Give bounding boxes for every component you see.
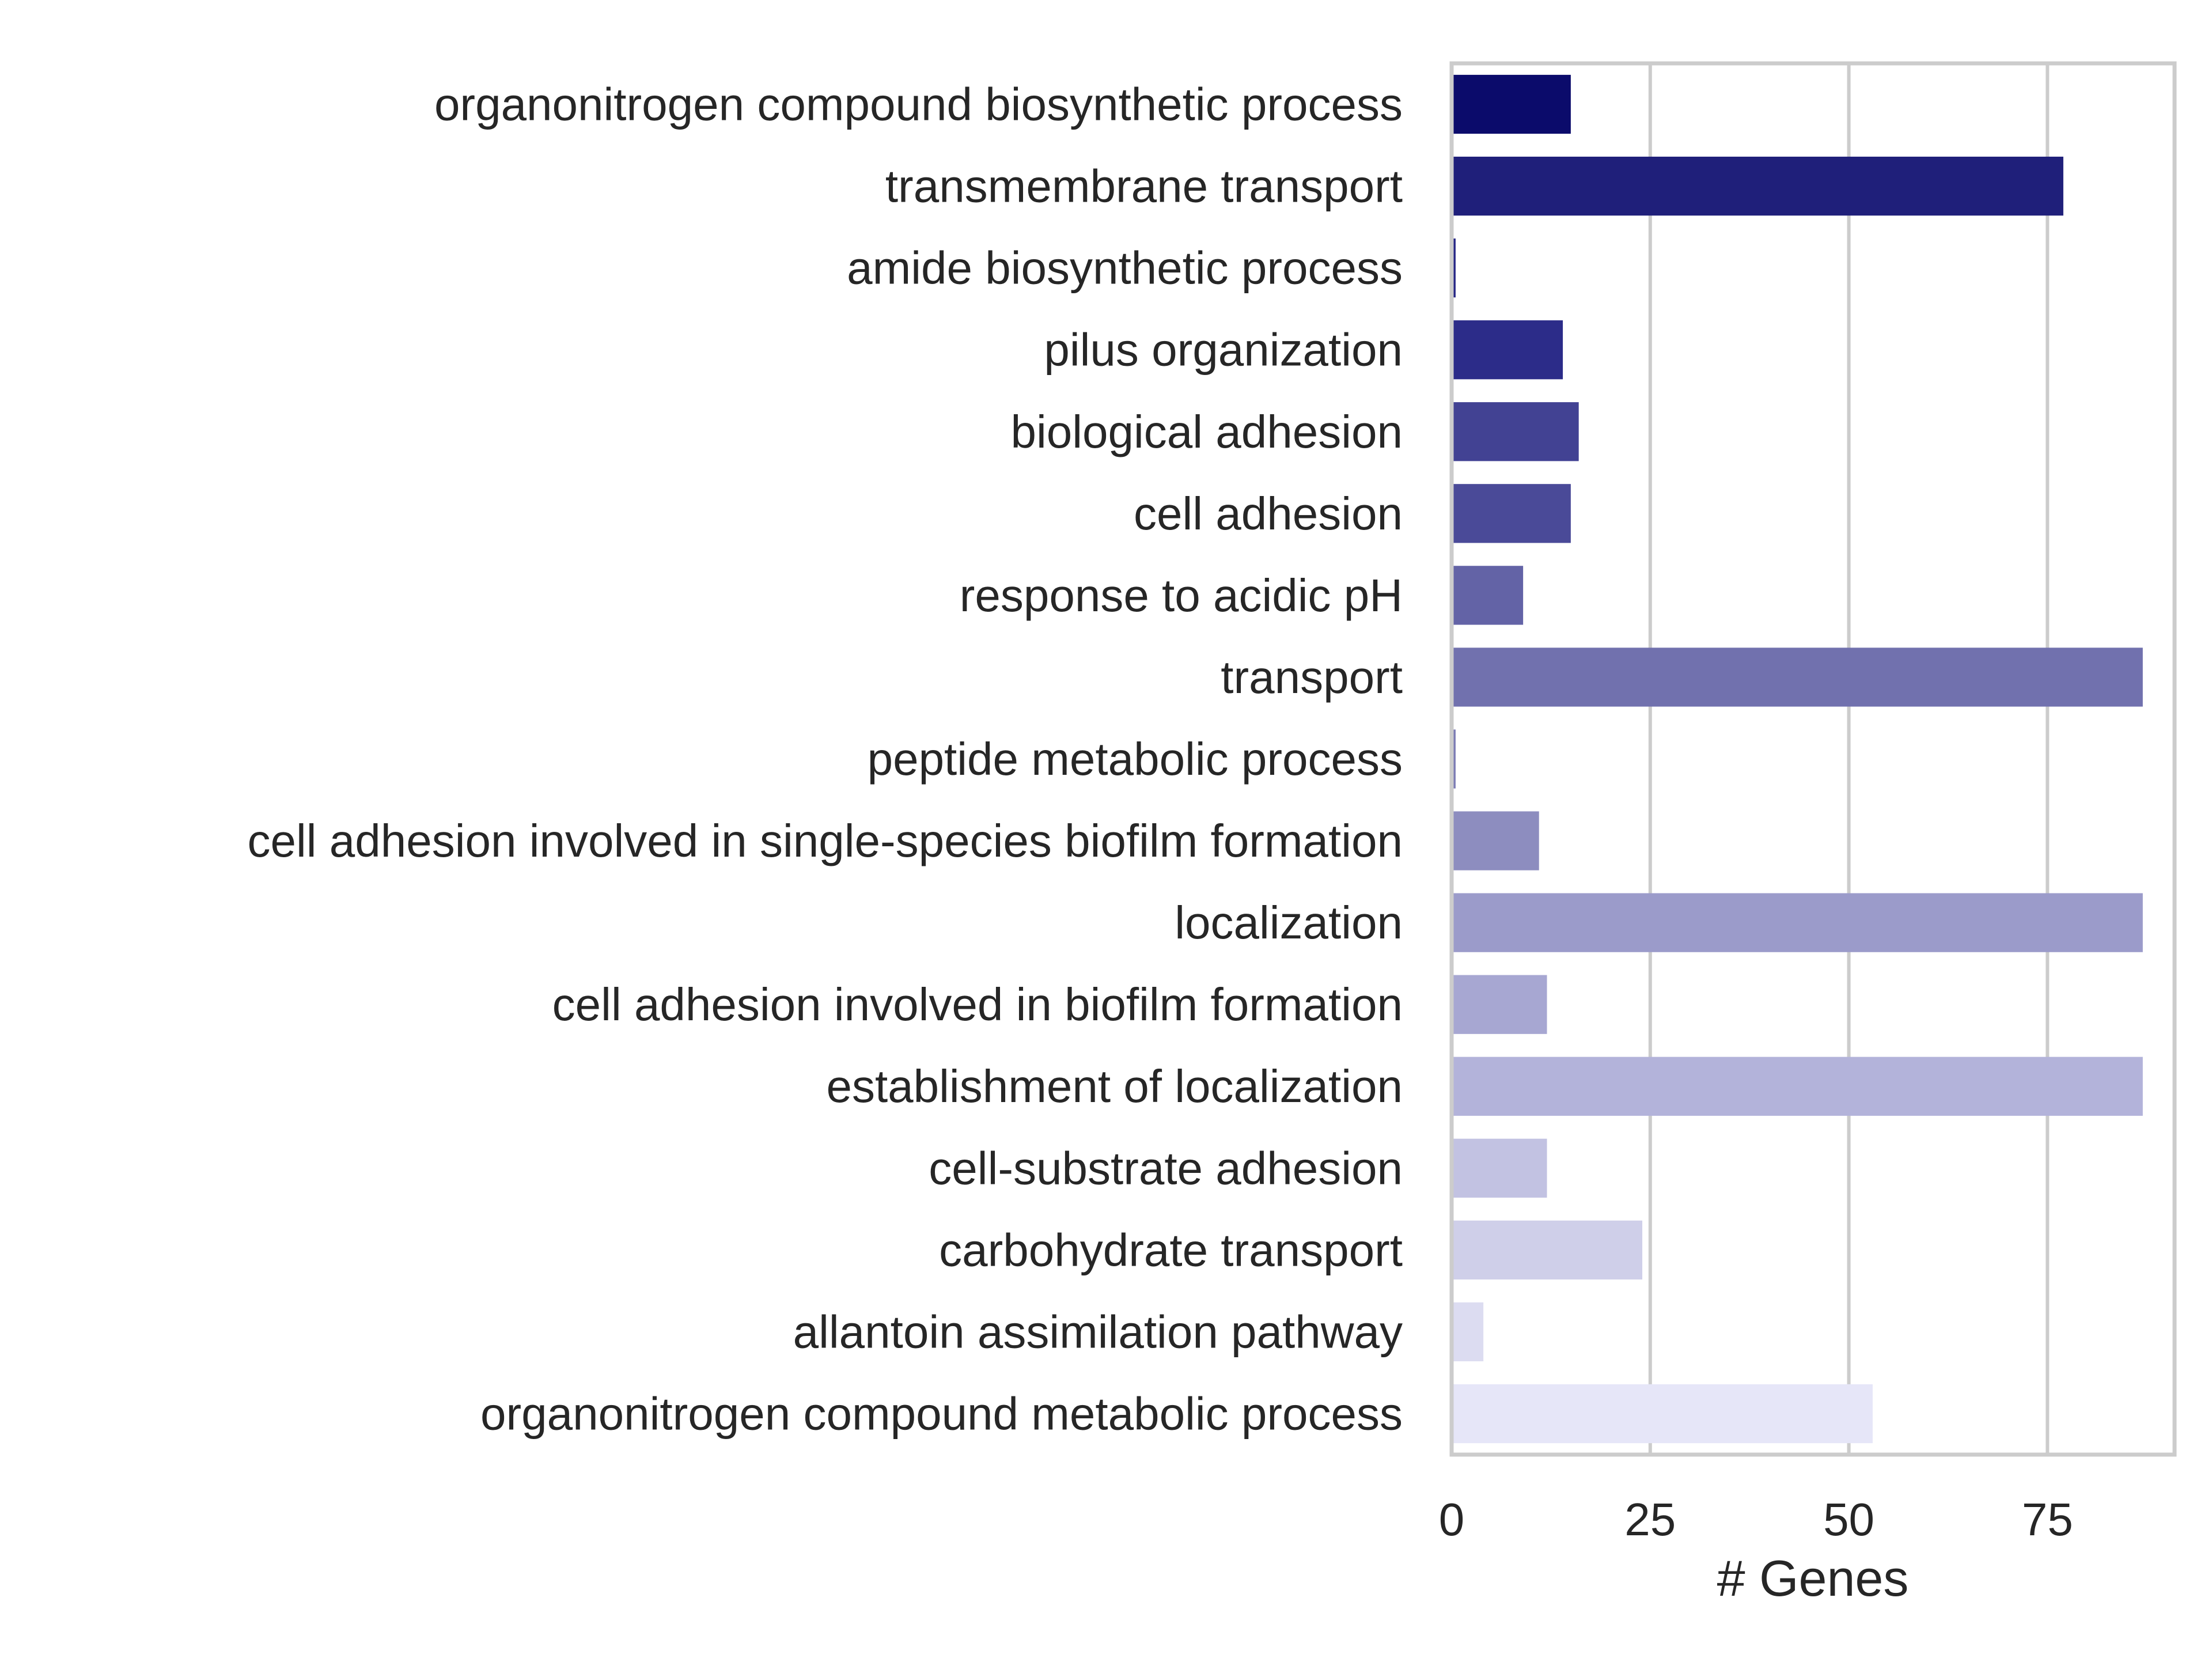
plot-frame [1449,61,2177,1457]
bar [1452,1220,1642,1279]
category-label: carbohydrate transport [939,1224,1403,1275]
category-label: cell adhesion involved in single-species… [248,815,1403,866]
bar [1452,975,1547,1034]
bar [1452,893,2143,952]
bar [1452,1384,1873,1444]
category-label: organonitrogen compound biosynthetic pro… [434,79,1403,130]
bar [1452,811,1539,870]
category-label: pilus organization [1044,324,1403,376]
category-label: peptide metabolic process [868,733,1403,785]
bar [1452,566,1524,625]
x-axis-label: # Genes [1717,1550,1909,1607]
category-label: allantoin assimilation pathway [793,1306,1403,1357]
bars [1452,74,2143,1444]
category-label: transmembrane transport [885,161,1403,212]
category-label: cell adhesion involved in biofilm format… [552,979,1403,1030]
category-label: organonitrogen compound metabolic proces… [480,1388,1403,1439]
x-tick-labels: 0 25 50 75 [1439,1494,2073,1545]
category-label: localization [1175,897,1403,948]
category-label: cell adhesion [1134,488,1403,539]
category-labels: organonitrogen compound biosynthetic pro… [248,79,1403,1440]
x-tick-label: 50 [1823,1494,1874,1545]
bar [1452,648,2143,707]
x-tick-label: 0 [1439,1494,1465,1545]
bar [1452,484,1571,543]
category-label: amide biosynthetic process [847,243,1403,294]
bar [1452,74,1571,134]
bar [1452,156,2063,216]
category-label: biological adhesion [1010,406,1403,457]
category-label: response to acidic pH [960,570,1403,621]
category-label: establishment of localization [826,1061,1403,1112]
category-label: cell-substrate adhesion [929,1142,1403,1194]
bar [1452,1138,1547,1198]
category-label: transport [1221,652,1403,703]
bar [1452,402,1579,461]
gridlines [1648,63,2050,1455]
bar [1452,1302,1484,1362]
bar [1452,1057,2143,1116]
x-tick-label: 75 [2022,1494,2073,1545]
bar [1452,320,1563,380]
x-tick-label: 25 [1624,1494,1676,1545]
